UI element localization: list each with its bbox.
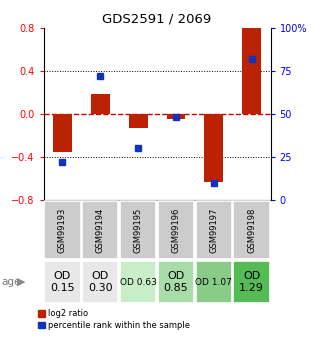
Bar — [204, 114, 223, 182]
FancyBboxPatch shape — [196, 201, 232, 259]
Legend: log2 ratio, percentile rank within the sample: log2 ratio, percentile rank within the s… — [38, 309, 190, 330]
Text: GSM99193: GSM99193 — [58, 208, 67, 253]
Title: GDS2591 / 2069: GDS2591 / 2069 — [102, 12, 212, 25]
FancyBboxPatch shape — [158, 201, 194, 259]
Text: ▶: ▶ — [17, 277, 26, 287]
Bar — [91, 95, 110, 114]
Text: GSM99198: GSM99198 — [247, 208, 256, 253]
FancyBboxPatch shape — [44, 262, 81, 303]
Bar — [166, 114, 185, 119]
Text: GSM99194: GSM99194 — [96, 208, 105, 253]
FancyBboxPatch shape — [158, 262, 194, 303]
FancyBboxPatch shape — [82, 201, 118, 259]
FancyBboxPatch shape — [82, 262, 118, 303]
Bar — [129, 114, 148, 128]
FancyBboxPatch shape — [234, 201, 270, 259]
Text: age: age — [2, 277, 21, 287]
Text: OD
0.85: OD 0.85 — [164, 271, 188, 293]
Text: GSM99195: GSM99195 — [134, 208, 143, 253]
Bar — [242, 26, 261, 114]
FancyBboxPatch shape — [196, 262, 232, 303]
FancyBboxPatch shape — [120, 262, 156, 303]
Text: GSM99197: GSM99197 — [209, 208, 218, 253]
Text: OD 1.07: OD 1.07 — [195, 277, 232, 287]
Text: OD 0.63: OD 0.63 — [120, 277, 156, 287]
Text: GSM99196: GSM99196 — [171, 208, 180, 253]
Text: OD
0.30: OD 0.30 — [88, 271, 113, 293]
FancyBboxPatch shape — [44, 201, 81, 259]
FancyBboxPatch shape — [120, 201, 156, 259]
Bar — [53, 114, 72, 151]
FancyBboxPatch shape — [234, 262, 270, 303]
Text: OD
1.29: OD 1.29 — [239, 271, 264, 293]
Text: OD
0.15: OD 0.15 — [50, 271, 75, 293]
